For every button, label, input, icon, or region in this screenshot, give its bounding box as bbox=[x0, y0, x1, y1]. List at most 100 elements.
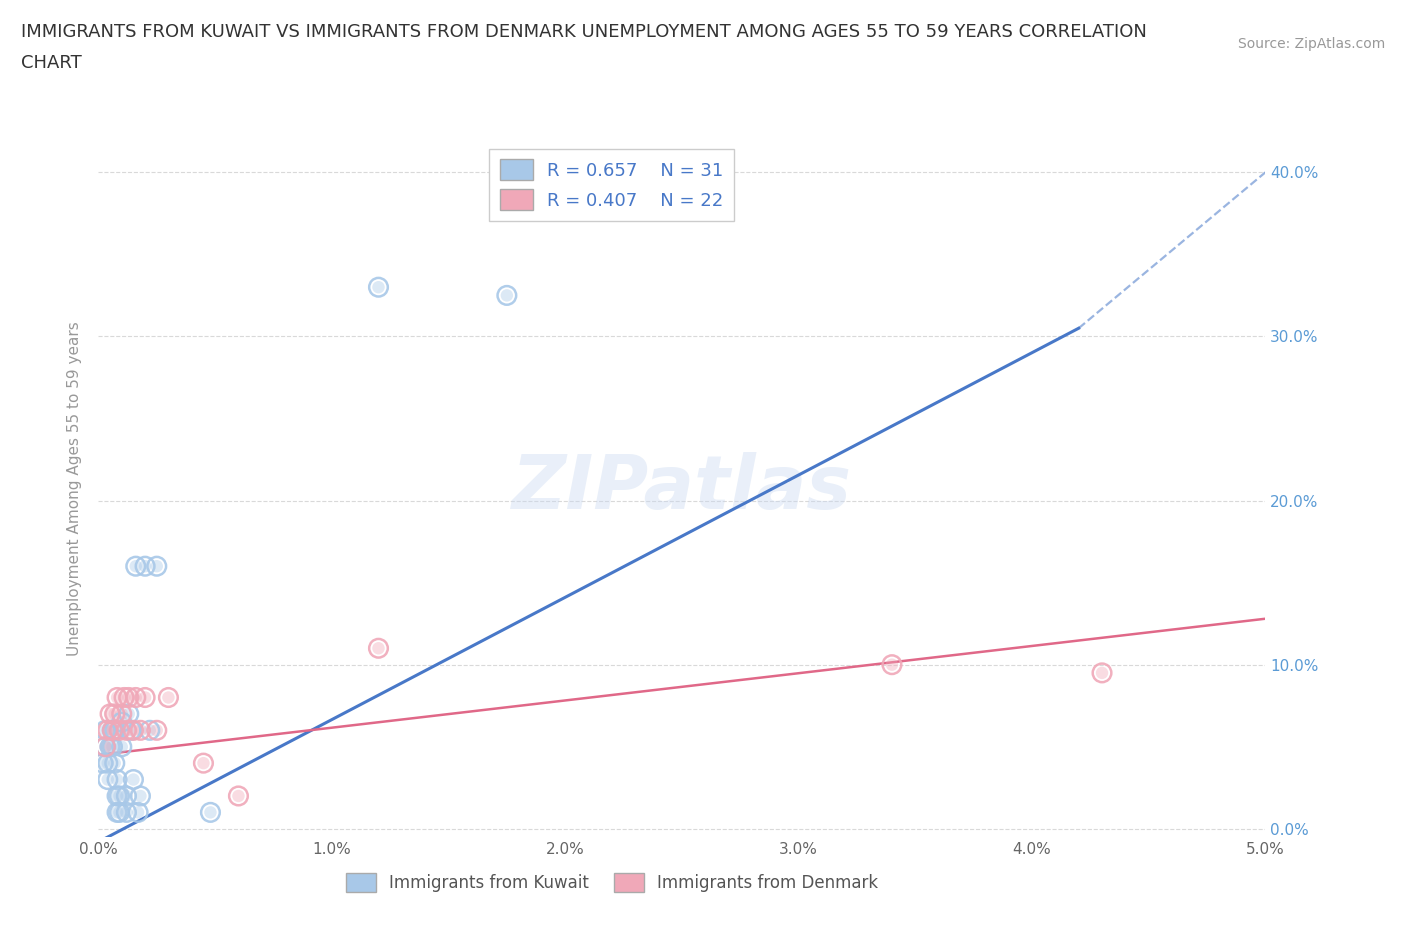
Point bbox=[97, 756, 120, 771]
Point bbox=[200, 805, 222, 820]
Point bbox=[115, 805, 138, 820]
Point bbox=[367, 641, 389, 656]
Point bbox=[228, 789, 250, 804]
Point bbox=[105, 690, 128, 705]
Point bbox=[129, 789, 152, 804]
Point bbox=[134, 559, 156, 574]
Point bbox=[146, 723, 169, 737]
Point bbox=[134, 559, 156, 574]
Point bbox=[120, 723, 142, 737]
Point bbox=[118, 690, 141, 705]
Point bbox=[97, 723, 120, 737]
Point bbox=[112, 690, 135, 705]
Point bbox=[101, 739, 124, 754]
Point bbox=[495, 288, 517, 303]
Point bbox=[98, 707, 121, 722]
Point bbox=[104, 723, 127, 737]
Point bbox=[97, 772, 120, 787]
Point bbox=[127, 805, 149, 820]
Text: IMMIGRANTS FROM KUWAIT VS IMMIGRANTS FROM DENMARK UNEMPLOYMENT AMONG AGES 55 TO : IMMIGRANTS FROM KUWAIT VS IMMIGRANTS FRO… bbox=[21, 23, 1147, 41]
Point bbox=[105, 805, 128, 820]
Point bbox=[94, 739, 117, 754]
Point bbox=[111, 707, 134, 722]
Point bbox=[134, 690, 156, 705]
Point bbox=[101, 723, 124, 737]
Point bbox=[146, 559, 169, 574]
Point bbox=[118, 707, 141, 722]
Point bbox=[367, 641, 389, 656]
Point bbox=[122, 723, 145, 737]
Point bbox=[1091, 666, 1114, 681]
Point bbox=[122, 772, 145, 787]
Point bbox=[115, 723, 138, 737]
Point bbox=[125, 690, 148, 705]
Point bbox=[111, 707, 134, 722]
Point bbox=[157, 690, 180, 705]
Point bbox=[98, 707, 121, 722]
Point bbox=[101, 723, 124, 737]
Point bbox=[112, 690, 135, 705]
Point bbox=[125, 690, 148, 705]
Point bbox=[108, 723, 131, 737]
Point bbox=[105, 805, 128, 820]
Legend: Immigrants from Kuwait, Immigrants from Denmark: Immigrants from Kuwait, Immigrants from … bbox=[339, 866, 884, 898]
Point bbox=[94, 739, 117, 754]
Point bbox=[139, 723, 162, 737]
Point bbox=[104, 723, 127, 737]
Point bbox=[94, 723, 117, 737]
Point bbox=[880, 658, 903, 672]
Point bbox=[105, 772, 128, 787]
Text: CHART: CHART bbox=[21, 54, 82, 72]
Point bbox=[108, 789, 131, 804]
Point bbox=[125, 559, 148, 574]
Point bbox=[104, 756, 127, 771]
Point bbox=[97, 772, 120, 787]
Point bbox=[193, 756, 215, 771]
Point bbox=[120, 723, 142, 737]
Point bbox=[146, 723, 169, 737]
Point bbox=[129, 723, 152, 737]
Point bbox=[111, 739, 134, 754]
Point bbox=[115, 805, 138, 820]
Point bbox=[139, 723, 162, 737]
Point bbox=[108, 789, 131, 804]
Point bbox=[104, 707, 127, 722]
Point bbox=[97, 756, 120, 771]
Point bbox=[367, 280, 389, 295]
Point bbox=[98, 739, 121, 754]
Point bbox=[157, 690, 180, 705]
Point bbox=[134, 690, 156, 705]
Point bbox=[118, 707, 141, 722]
Point bbox=[108, 805, 131, 820]
Point bbox=[1091, 666, 1114, 681]
Point bbox=[115, 789, 138, 804]
Point bbox=[98, 739, 121, 754]
Point bbox=[97, 723, 120, 737]
Point bbox=[880, 658, 903, 672]
Point bbox=[115, 789, 138, 804]
Point bbox=[129, 789, 152, 804]
Point bbox=[193, 756, 215, 771]
Point bbox=[122, 772, 145, 787]
Point bbox=[495, 288, 517, 303]
Point bbox=[101, 739, 124, 754]
Point bbox=[146, 559, 169, 574]
Point bbox=[118, 690, 141, 705]
Point bbox=[125, 559, 148, 574]
Text: Source: ZipAtlas.com: Source: ZipAtlas.com bbox=[1237, 37, 1385, 51]
Point bbox=[101, 723, 124, 737]
Point bbox=[91, 756, 114, 771]
Point bbox=[111, 739, 134, 754]
Point bbox=[104, 707, 127, 722]
Point bbox=[94, 739, 117, 754]
Point bbox=[105, 789, 128, 804]
Y-axis label: Unemployment Among Ages 55 to 59 years: Unemployment Among Ages 55 to 59 years bbox=[67, 321, 83, 656]
Point bbox=[111, 714, 134, 729]
Point bbox=[129, 723, 152, 737]
Point bbox=[94, 723, 117, 737]
Point bbox=[115, 723, 138, 737]
Point bbox=[200, 805, 222, 820]
Point bbox=[105, 772, 128, 787]
Point bbox=[105, 789, 128, 804]
Point bbox=[228, 789, 250, 804]
